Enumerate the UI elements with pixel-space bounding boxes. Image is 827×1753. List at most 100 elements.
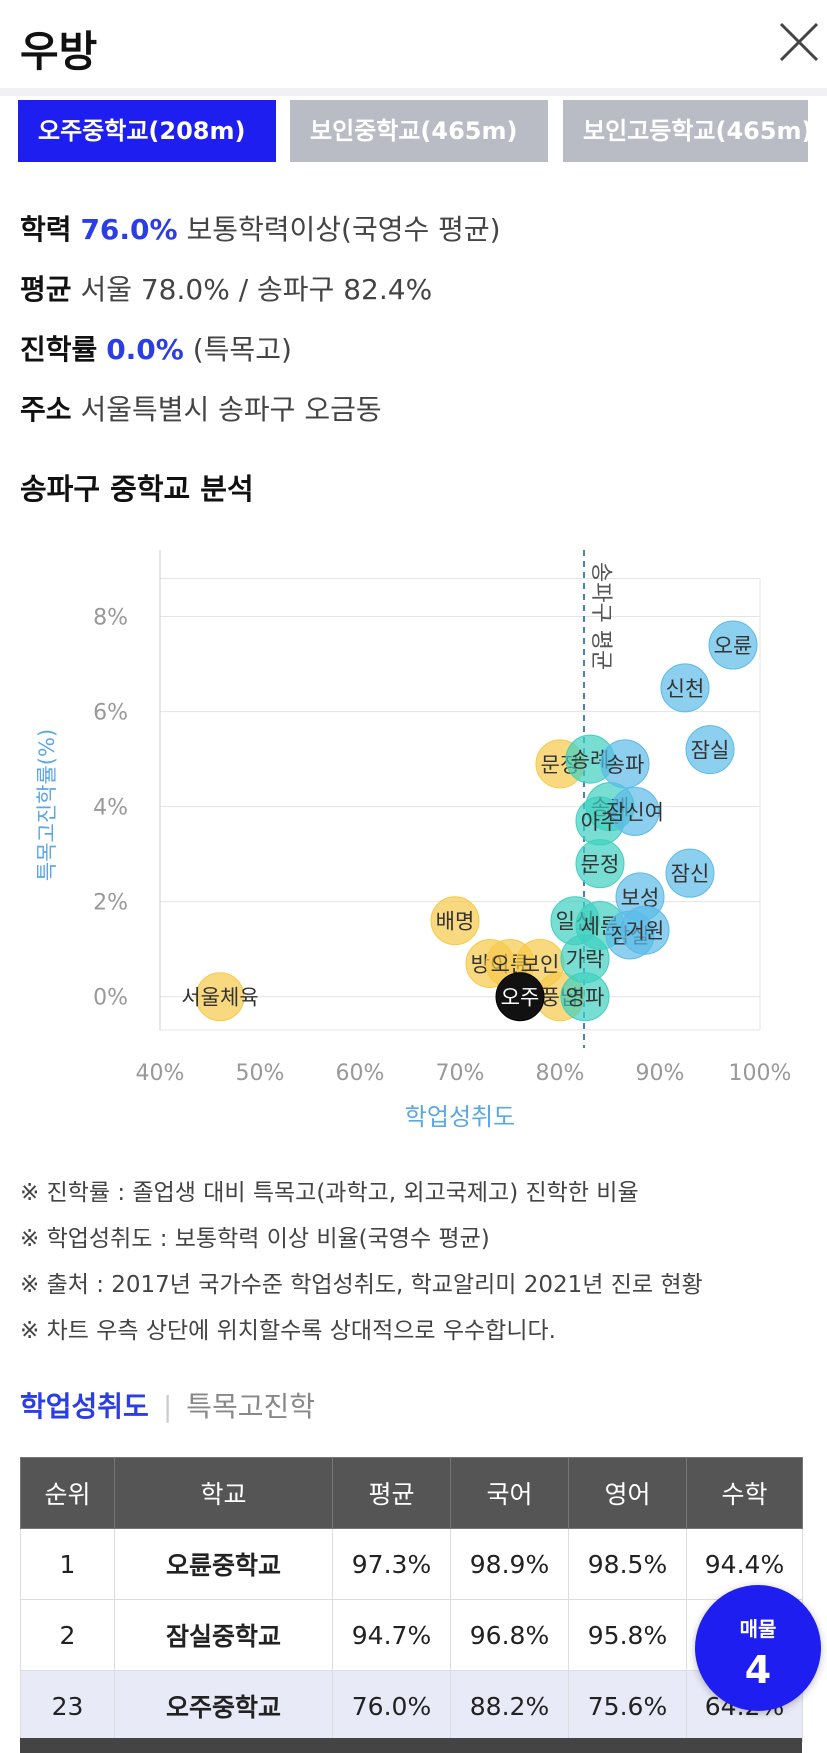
chart-y-tick-label: 8% xyxy=(93,606,128,631)
col-korean: 국어 xyxy=(450,1457,569,1529)
chart-point-label: 신천 xyxy=(666,677,705,701)
cell-school: 잠실중학교 xyxy=(114,1599,333,1671)
chart-y-tick-label: 0% xyxy=(93,986,128,1011)
chart-point-label: 잠신 xyxy=(671,862,710,886)
chart-x-tick-label: 90% xyxy=(636,1061,685,1086)
chart-point-label: 보성 xyxy=(621,886,660,910)
info-achievement: 학력 76.0% 보통학력이상(국영수 평균) xyxy=(20,208,501,248)
note-2: ※ 학업성취도 : 보통학력 이상 비율(국영수 평균) xyxy=(20,1226,490,1252)
chart-x-tick-label: 100% xyxy=(729,1061,792,1086)
note-1: ※ 진학률 : 졸업생 대비 특목고(과학고, 외고국제고) 진학한 비율 xyxy=(20,1180,639,1206)
table-more-bar[interactable] xyxy=(20,1738,802,1753)
chart-y-tick-label: 6% xyxy=(93,701,128,726)
advance-desc: (특목고) xyxy=(192,333,292,366)
cell-rank: 23 xyxy=(20,1670,115,1742)
chart-point-label: 거원 xyxy=(626,919,665,943)
listings-fab-button[interactable]: 매물 4 xyxy=(695,1585,821,1711)
chart-point-label: 문정 xyxy=(581,853,620,877)
chart-point xyxy=(685,725,735,775)
chart-point xyxy=(495,972,545,1022)
chart-x-tick-label: 60% xyxy=(336,1061,385,1086)
subtab-advance[interactable]: 특목고진학 xyxy=(186,1390,316,1423)
chart-point xyxy=(575,839,625,889)
table-row: 2 잠실중학교 94.7% 96.8% 95.8% xyxy=(20,1599,803,1671)
chart-point-label: 보인 xyxy=(521,952,560,976)
col-math: 수학 xyxy=(686,1457,803,1529)
cell-school: 오륜중학교 xyxy=(114,1528,333,1600)
note-4: ※ 차트 우측 상단에 위치할수록 상대적으로 우수합니다. xyxy=(20,1318,556,1344)
tab-school-2[interactable]: 보인중학교(465m) xyxy=(290,100,548,162)
ranking-table: 순위 학교 평균 국어 영어 수학 1 오륜중학교 97.3% 98.9% 98… xyxy=(20,1457,803,1742)
note-3: ※ 출처 : 2017년 국가수준 학업성취도, 학교알리미 2021년 진로 … xyxy=(20,1272,703,1298)
cell-korean: 88.2% xyxy=(450,1670,569,1742)
chart-point xyxy=(665,848,715,898)
subtab-achievement[interactable]: 학업성취도 xyxy=(20,1390,149,1423)
chart-x-tick-label: 70% xyxy=(436,1061,485,1086)
school-tabs: 오주중학교(208m) 보인중학교(465m) 보인고등학교(465m) xyxy=(18,100,808,162)
info-advance: 진학률 0.0% (특목고) xyxy=(20,328,292,368)
chart-average-label: 송파구 평균 xyxy=(588,562,613,670)
cell-korean: 96.8% xyxy=(450,1599,569,1671)
col-school: 학교 xyxy=(114,1457,333,1529)
chart-point xyxy=(195,972,245,1022)
cell-average: 97.3% xyxy=(332,1528,451,1600)
address-label: 주소 xyxy=(20,393,72,426)
tab-school-3[interactable]: 보인고등학교(465m) xyxy=(563,100,808,162)
chart-point-label: 잠실 xyxy=(691,739,730,763)
table-row: 1 오륜중학교 97.3% 98.9% 98.5% 94.4% xyxy=(20,1528,803,1600)
subtab-separator: | xyxy=(162,1390,173,1423)
chart-point-label: 배명 xyxy=(436,910,475,934)
info-address: 주소 서울특별시 송파구 오금동 xyxy=(20,388,382,428)
cell-english: 75.6% xyxy=(568,1670,687,1742)
section-title: 송파구 중학교 분석 xyxy=(20,472,254,506)
fab-label: 매물 xyxy=(739,1617,777,1641)
table-header-row: 순위 학교 평균 국어 영어 수학 xyxy=(20,1457,803,1529)
achievement-value: 76.0% xyxy=(80,213,178,246)
average-label: 평균 xyxy=(20,273,72,306)
col-english: 영어 xyxy=(568,1457,687,1529)
chart-y-label: 특목고진학률(%) xyxy=(35,729,59,881)
chart-point-label: 영파 xyxy=(566,986,605,1010)
table-row-current-school: 23 오주중학교 76.0% 88.2% 75.6% 64.2% xyxy=(20,1670,803,1742)
close-icon[interactable] xyxy=(775,18,823,66)
chart-y-tick-label: 2% xyxy=(93,891,128,916)
chart-point xyxy=(430,896,480,946)
chart-point-label: 가락 xyxy=(566,948,605,972)
chart-point xyxy=(708,620,758,670)
chart-point-label: 송파 xyxy=(606,753,645,777)
fab-count: 4 xyxy=(744,1648,772,1692)
achievement-desc: 보통학력이상(국영수 평균) xyxy=(186,213,501,246)
chart-point-label: 오륜 xyxy=(714,634,753,658)
achievement-label: 학력 xyxy=(20,213,72,246)
chart-point-label: 잠신여 xyxy=(606,800,664,824)
chart-point xyxy=(560,972,610,1022)
cell-rank: 2 xyxy=(20,1599,115,1671)
col-rank: 순위 xyxy=(20,1457,115,1529)
chart-point-label: 서울체육 xyxy=(181,986,258,1010)
header-divider xyxy=(0,88,827,96)
tab-school-1[interactable]: 오주중학교(208m) xyxy=(18,100,276,162)
chart-y-tick-label: 4% xyxy=(93,796,128,821)
chart-x-tick-label: 80% xyxy=(536,1061,585,1086)
chart-point xyxy=(610,786,660,836)
sub-tabs: 학업성취도 | 특목고진학 xyxy=(20,1385,315,1425)
col-average: 평균 xyxy=(332,1457,451,1529)
chart-grid xyxy=(160,578,760,998)
advance-value: 0.0% xyxy=(106,333,184,366)
chart-point-label: 오주 xyxy=(501,986,540,1010)
cell-korean: 98.9% xyxy=(450,1528,569,1600)
info-average: 평균 서울 78.0% / 송파구 82.4% xyxy=(20,268,432,308)
chart-point xyxy=(600,739,650,789)
cell-rank: 1 xyxy=(20,1528,115,1600)
notes: ※ 진학률 : 졸업생 대비 특목고(과학고, 외고국제고) 진학한 비율 ※ … xyxy=(20,1170,703,1354)
cell-math: 94.4% xyxy=(686,1528,803,1600)
chart-x-label: 학업성취도 xyxy=(405,1103,515,1131)
scatter-chart: 0%2%4%6%8%40% 50% 60% 70% 80% 90% 100% 송파구 평균 … xyxy=(35,550,792,1131)
advance-label: 진학률 xyxy=(20,333,98,366)
average-value: 서울 78.0% / 송파구 82.4% xyxy=(80,273,433,306)
page-title: 우방 xyxy=(20,27,98,76)
address-value: 서울특별시 송파구 오금동 xyxy=(80,393,382,426)
chart-point xyxy=(660,663,710,713)
chart-reference-line: 송파구 평균 xyxy=(583,550,613,1048)
cell-average: 94.7% xyxy=(332,1599,451,1671)
